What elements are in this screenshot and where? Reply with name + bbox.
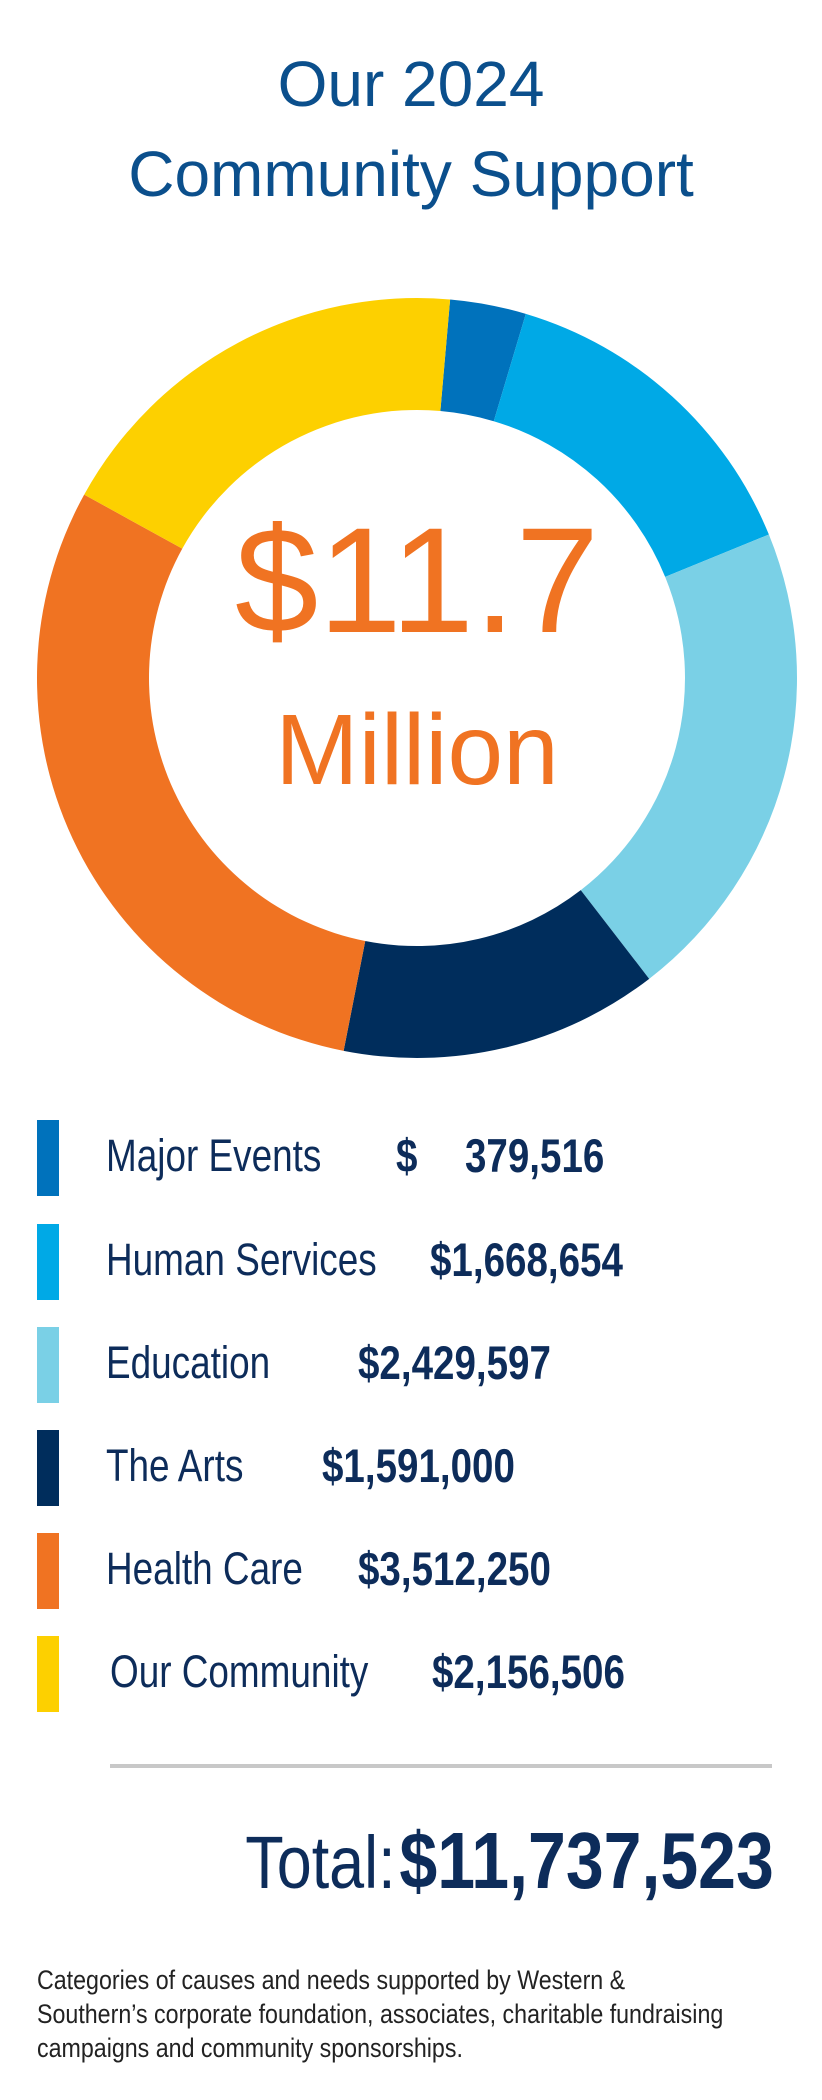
legend-value: 379,516	[465, 1129, 605, 1182]
total: Total: $11,737,523	[245, 1815, 774, 1907]
legend-label: Health Care	[106, 1543, 303, 1594]
legend-value-symbol: $	[396, 1129, 418, 1182]
legend-swatch	[37, 1224, 59, 1300]
donut-slice-major-events	[440, 299, 526, 422]
legend-value: $1,591,000	[322, 1439, 515, 1492]
legend-value: $1,668,654	[430, 1233, 623, 1286]
legend-value: $3,512,250	[358, 1542, 551, 1595]
divider	[110, 1764, 772, 1768]
legend-item-health-care: Health Care $3,512,250	[0, 1533, 822, 1613]
donut-slice-our-community	[84, 298, 451, 549]
legend-label: Major Events	[106, 1130, 322, 1181]
donut-slice-education	[580, 534, 797, 979]
legend-item-the-arts: The Arts $1,591,000	[0, 1430, 822, 1510]
center-unit: Million	[275, 694, 559, 806]
center-amount: $11.7	[234, 496, 600, 664]
legend-swatch	[37, 1327, 59, 1403]
legend-label: Human Services	[106, 1234, 377, 1285]
donut-slice-the-arts	[343, 890, 650, 1058]
legend-item-major-events: Major Events $ 379,516	[0, 1120, 822, 1200]
legend-item-education: Education $2,429,597	[0, 1327, 822, 1407]
legend-value: $2,429,597	[358, 1336, 551, 1389]
legend-swatch	[37, 1636, 59, 1712]
legend-item-human-services: Human Services $1,668,654	[0, 1224, 822, 1304]
footnote: Categories of causes and needs supported…	[37, 1965, 724, 2063]
legend-label: The Arts	[106, 1440, 244, 1491]
title-line-1: Our 2024	[277, 48, 545, 120]
total-value: $11,737,523	[399, 1816, 774, 1905]
donut-chart	[37, 298, 797, 1058]
title-line-2: Community Support	[128, 138, 694, 210]
donut-slice-human-services	[493, 313, 769, 577]
total-label: Total:	[245, 1821, 396, 1904]
legend-swatch	[37, 1430, 59, 1506]
legend-label: Education	[106, 1337, 271, 1388]
donut-slice-health-care	[37, 494, 366, 1051]
legend-swatch	[37, 1120, 59, 1196]
legend-swatch	[37, 1533, 59, 1609]
legend-item-our-community: Our Community $2,156,506	[0, 1636, 822, 1716]
legend-value: $2,156,506	[432, 1645, 625, 1698]
legend-label: Our Community	[110, 1646, 369, 1697]
